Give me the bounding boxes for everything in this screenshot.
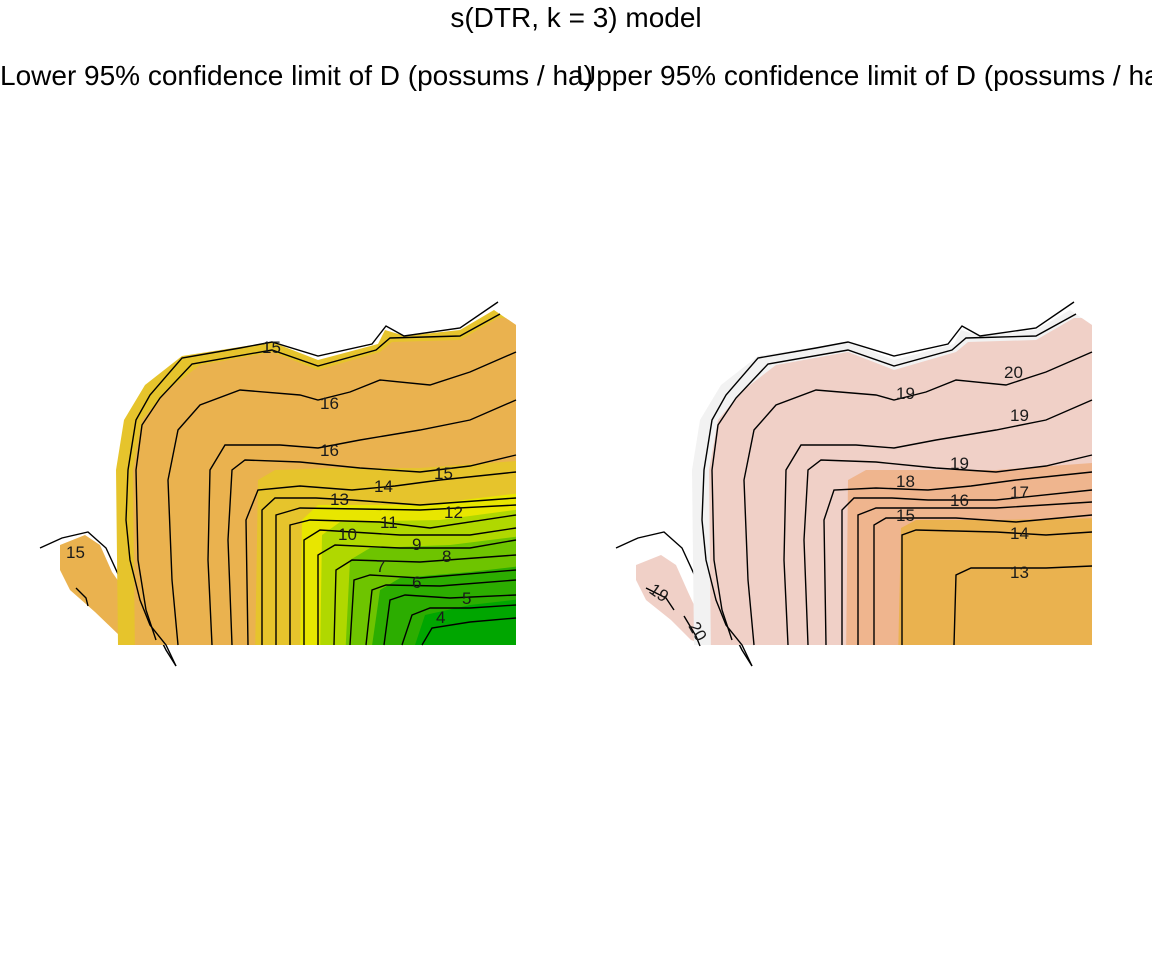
lower-lobe-contour <box>75 587 89 607</box>
upper-limit-map: 20 19 19 19 18 17 16 15 14 13 19 20 <box>615 301 1093 667</box>
contour-label: 13 <box>330 490 349 509</box>
band-14 <box>898 518 1092 645</box>
contour-16-b <box>207 399 517 646</box>
contour-16 <box>857 501 1093 645</box>
contour-19-c <box>803 454 1093 646</box>
contour-label: 15 <box>66 543 85 562</box>
contour-label: 4 <box>436 608 445 627</box>
contour-label: 6 <box>412 573 421 592</box>
contour-15 <box>873 514 1093 645</box>
lobe-contour-19 <box>645 587 675 611</box>
contour-label: 19 <box>896 384 915 403</box>
right-panel-title: Upper 95% confidence limit of D (possums… <box>576 60 1152 91</box>
upper-filled-bands <box>692 310 1092 645</box>
contour-18 <box>823 471 1093 646</box>
contour-label: 17 <box>1010 483 1029 502</box>
lower-main-inner-boundary <box>135 313 501 641</box>
contour-label: 16 <box>320 441 339 460</box>
contour-4 <box>401 604 517 646</box>
contour-11 <box>289 514 517 645</box>
lobe-contour-20 <box>683 615 701 647</box>
contour-20 <box>711 313 1077 641</box>
contour-8 <box>333 554 517 646</box>
contour-label: 14 <box>1010 524 1029 543</box>
contour-label: 13 <box>1010 563 1029 582</box>
contour-label: 11 <box>380 513 398 532</box>
figure-title: s(DTR, k = 3) model <box>450 2 702 33</box>
contour-label: 14 <box>374 477 393 496</box>
contour-7 <box>349 569 517 646</box>
contour-10 <box>303 527 517 645</box>
band-4 <box>410 598 516 645</box>
left-panel-title: Lower 95% confidence limit of D (possums… <box>0 60 593 91</box>
contour-label: 7 <box>376 557 385 576</box>
contour-13 <box>953 565 1093 646</box>
contour-19-a <box>743 351 1093 646</box>
lower-limit-map: 15 15 16 16 15 14 13 12 11 10 9 8 7 6 5 … <box>39 301 517 667</box>
contour-label: 18 <box>896 472 915 491</box>
contour-label: 15 <box>896 506 915 525</box>
contour-9 <box>317 539 517 645</box>
contour-label: 12 <box>444 503 463 522</box>
contour-label: 15 <box>434 464 453 483</box>
contour-6 <box>365 579 517 646</box>
contour-15 <box>227 454 517 646</box>
contour-16-a <box>167 351 517 646</box>
contour-label: 5 <box>462 589 471 608</box>
contour-label: 10 <box>338 525 357 544</box>
contour-label: 9 <box>412 535 421 554</box>
contour-label: 19 <box>950 454 969 473</box>
contour-label: 8 <box>442 547 451 566</box>
contour-3 <box>421 617 517 646</box>
contour-5 <box>383 594 517 646</box>
contour-label: 15 <box>262 338 281 357</box>
contour-19-b <box>783 399 1093 646</box>
contour-13 <box>261 497 517 645</box>
contour-label: 16 <box>950 491 969 510</box>
contour-label: 20 <box>1004 363 1023 382</box>
contour-label: 19 <box>1010 406 1029 425</box>
contour-14 <box>901 529 1093 645</box>
contour-17 <box>841 489 1093 645</box>
contour-14 <box>245 471 517 646</box>
contour-label: 16 <box>320 394 339 413</box>
contour-12 <box>275 504 517 645</box>
upper-main-boundary <box>701 301 1075 667</box>
lower-main-boundary <box>125 301 499 667</box>
